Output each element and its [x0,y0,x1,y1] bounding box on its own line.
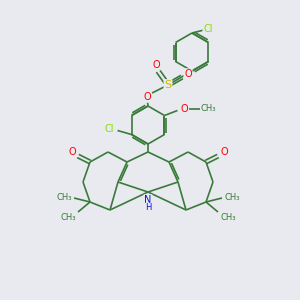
Text: CH₃: CH₃ [56,193,72,202]
Text: CH₃: CH₃ [60,214,76,223]
Text: Cl: Cl [105,124,114,134]
Text: O: O [68,147,76,157]
Text: O: O [143,92,151,102]
Text: CH₃: CH₃ [201,104,216,113]
Text: Cl: Cl [203,24,213,34]
Text: O: O [220,147,228,157]
Text: O: O [152,60,160,70]
Text: O: O [184,69,192,79]
Text: O: O [181,103,188,113]
Text: CH₃: CH₃ [224,193,240,202]
Text: H: H [145,203,151,212]
Text: S: S [164,80,172,90]
Text: N: N [144,195,152,205]
Text: CH₃: CH₃ [220,214,236,223]
